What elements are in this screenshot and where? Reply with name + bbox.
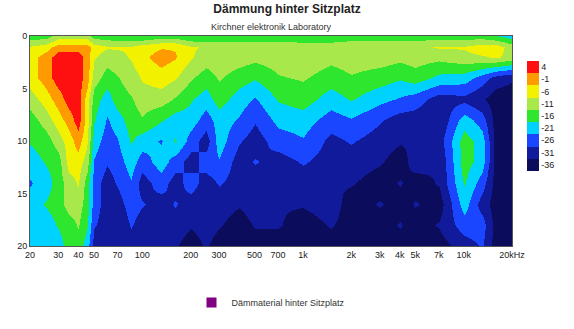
svg-text:Kirchner elektronik Laboratory: Kirchner elektronik Laboratory xyxy=(211,22,332,32)
svg-text:Dämmaterial hinter Sitzplatz: Dämmaterial hinter Sitzplatz xyxy=(232,298,345,308)
svg-text:-1: -1 xyxy=(541,74,549,84)
svg-text:10: 10 xyxy=(17,136,27,146)
svg-text:-11: -11 xyxy=(541,99,553,109)
svg-text:20kHz: 20kHz xyxy=(499,250,525,260)
svg-text:70: 70 xyxy=(112,250,122,260)
svg-text:2k: 2k xyxy=(347,250,357,260)
svg-text:20: 20 xyxy=(25,250,35,260)
svg-text:7k: 7k xyxy=(434,250,444,260)
svg-text:30: 30 xyxy=(53,250,63,260)
svg-text:500: 500 xyxy=(247,250,262,260)
svg-text:4k: 4k xyxy=(395,250,405,260)
svg-text:-31: -31 xyxy=(541,148,554,158)
svg-text:3k: 3k xyxy=(375,250,385,260)
svg-text:-21: -21 xyxy=(541,123,554,133)
svg-text:15: 15 xyxy=(17,189,27,199)
svg-text:-6: -6 xyxy=(541,87,549,97)
svg-text:200: 200 xyxy=(183,250,198,260)
svg-text:10k: 10k xyxy=(456,250,471,260)
svg-text:40: 40 xyxy=(73,250,83,260)
svg-text:Dämmung hinter Sitzplatz: Dämmung hinter Sitzplatz xyxy=(213,2,360,16)
svg-text:-26: -26 xyxy=(541,135,554,145)
svg-text:50: 50 xyxy=(89,250,99,260)
svg-text:100: 100 xyxy=(135,250,150,260)
svg-text:0: 0 xyxy=(22,31,27,41)
svg-text:-16: -16 xyxy=(541,111,554,121)
svg-text:1k: 1k xyxy=(298,250,308,260)
svg-text:5: 5 xyxy=(22,84,27,94)
svg-text:4: 4 xyxy=(541,62,546,72)
svg-text:-36: -36 xyxy=(541,160,554,170)
svg-text:20: 20 xyxy=(17,241,27,251)
svg-text:700: 700 xyxy=(271,250,286,260)
svg-text:5k: 5k xyxy=(411,250,421,260)
svg-text:300: 300 xyxy=(211,250,226,260)
